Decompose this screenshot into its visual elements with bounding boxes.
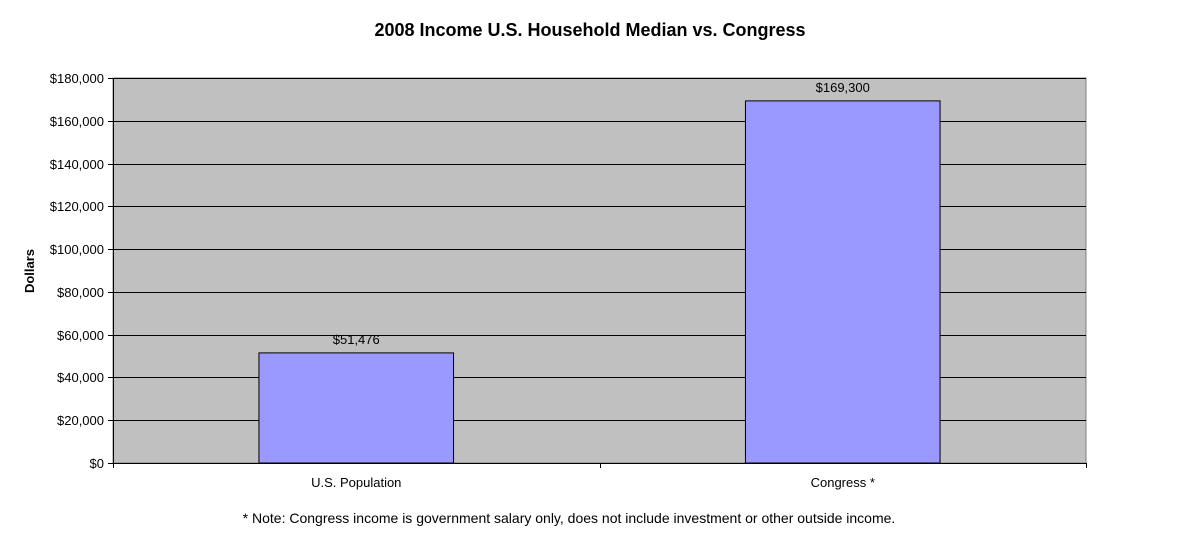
plot-area: $0 $20,000 $40,000 $60,000 $80,000 $100,000 $1… [50,71,1087,490]
y-tick-label: $180,000 [50,71,104,86]
y-tick-label: $40,000 [57,370,104,385]
y-tick-label: $0 [90,456,104,471]
y-tick-label: $20,000 [57,413,104,428]
y-tick-label: $140,000 [50,157,104,172]
x-tick-label: Congress * [811,475,875,490]
y-tick-label: $80,000 [57,285,104,300]
y-axis-label: Dollars [22,249,37,293]
y-tick-label: $100,000 [50,242,104,257]
y-tick-label: $120,000 [50,199,104,214]
chart-footnote: * Note: Congress income is government sa… [243,510,896,526]
data-label: $169,300 [816,80,870,95]
chart-title: 2008 Income U.S. Household Median vs. Co… [374,20,805,40]
y-tick-label: $60,000 [57,328,104,343]
bar [744,100,941,464]
x-tick-label: U.S. Population [311,475,401,490]
data-label: $51,476 [333,332,380,347]
bar [258,352,455,464]
y-tick-label: $160,000 [50,114,104,129]
